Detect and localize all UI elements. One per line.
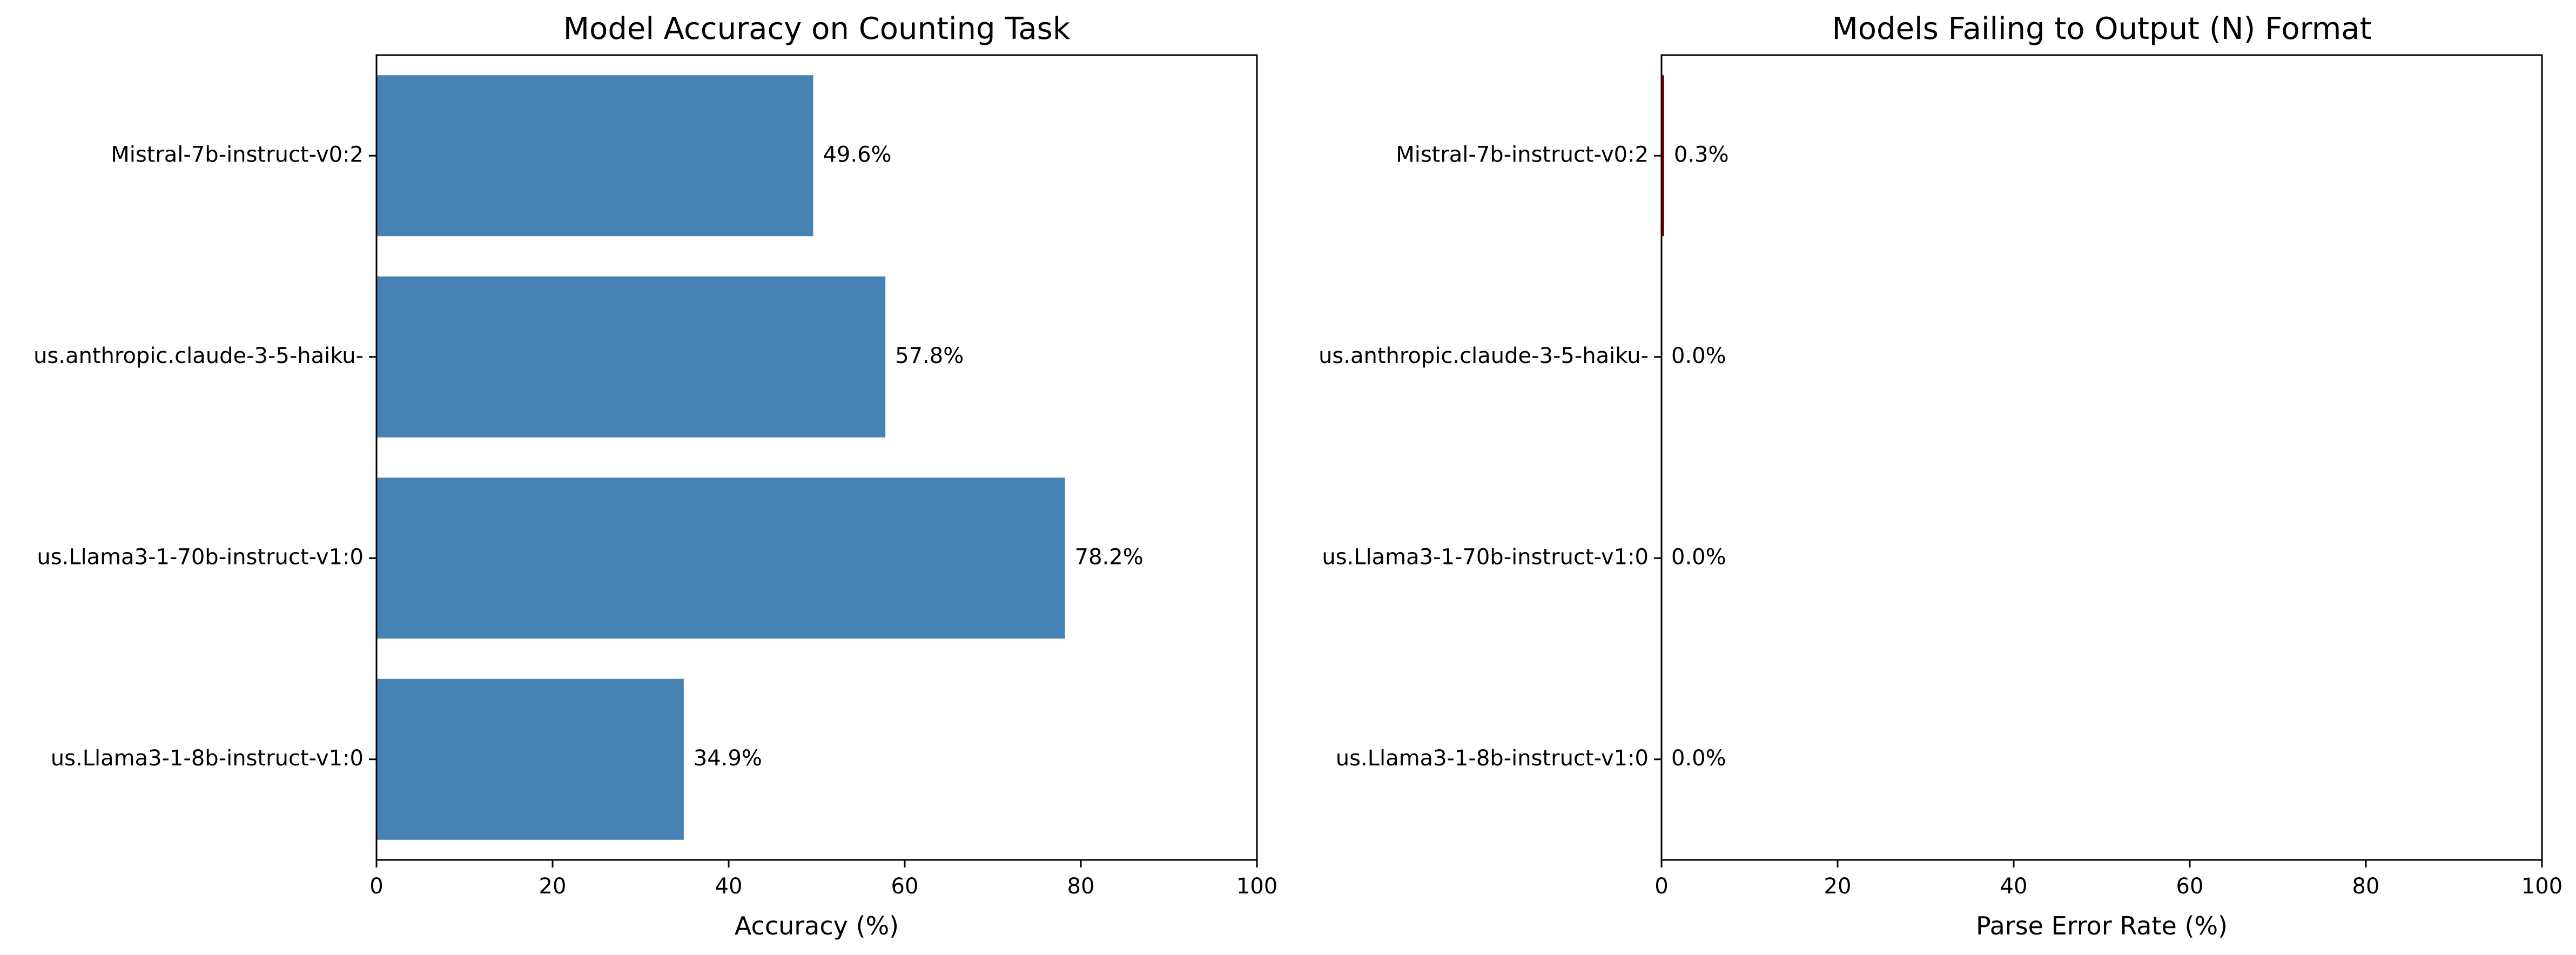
accuracy-chart-x-tick-label-1: 0	[369, 874, 383, 899]
parse-error-chart: Models Failing to Output (N) Format 0.0%…	[1319, 11, 2562, 940]
accuracy-chart-y-tick-label-4: Mistral-7b-instruct-v0:2	[111, 142, 364, 167]
parse-error-chart-bar-4	[1662, 75, 1664, 237]
accuracy-chart-x-tick-label-3: 40	[715, 874, 743, 899]
accuracy-chart-y-tick-label-3: us.anthropic.claude-3-5-haiku-	[33, 344, 364, 368]
accuracy-chart-x-tick-label-2: 20	[539, 874, 567, 899]
accuracy-chart-title: Model Accuracy on Counting Task	[563, 11, 1071, 46]
accuracy-chart-data-label-4: 49.6%	[823, 142, 891, 167]
accuracy-chart-y-tick-label-1: us.Llama3-1-8b-instruct-v1:0	[51, 746, 364, 771]
parse-error-chart-x-tick-label-1: 0	[1654, 874, 1668, 899]
accuracy-chart-bar-3	[376, 276, 886, 438]
accuracy-chart-bar-1	[376, 678, 684, 840]
accuracy-chart-data-label-1: 34.9%	[694, 746, 762, 771]
parse-error-chart-y-tick-label-4: Mistral-7b-instruct-v0:2	[1396, 142, 1649, 167]
parse-error-chart-title: Models Failing to Output (N) Format	[1832, 11, 2371, 46]
parse-error-chart-y-tick-label-3: us.anthropic.claude-3-5-haiku-	[1319, 344, 1649, 368]
parse-error-chart-y-tick-label-1: us.Llama3-1-8b-instruct-v1:0	[1336, 746, 1649, 771]
parse-error-chart-x-axis-label: Parse Error Rate (%)	[1976, 911, 2228, 940]
parse-error-chart-data-label-4: 0.3%	[1674, 142, 1729, 167]
accuracy-chart-x-tick-label-6: 100	[1236, 874, 1277, 899]
accuracy-chart-bars: 34.9% 78.2% 57.8% 49.6%	[376, 75, 1144, 840]
parse-error-chart-bars: 0.0% 0.0% 0.0% 0.3%	[1662, 75, 1729, 771]
accuracy-chart-y-tick-label-2: us.Llama3-1-70b-instruct-v1:0	[37, 544, 364, 569]
parse-error-chart-x-tick-label-5: 80	[2352, 874, 2380, 899]
parse-error-chart-data-label-3: 0.0%	[1671, 344, 1726, 368]
accuracy-chart-bar-4	[376, 75, 813, 237]
parse-error-chart-ticks: us.Llama3-1-8b-instruct-v1:0 us.Llama3-1-…	[1319, 142, 2562, 899]
parse-error-chart-y-tick-label-2: us.Llama3-1-70b-instruct-v1:0	[1322, 544, 1649, 569]
parse-error-chart-data-label-2: 0.0%	[1671, 544, 1726, 569]
accuracy-chart: Model Accuracy on Counting Task 34.9% 78.…	[33, 11, 1277, 940]
accuracy-chart-ticks: us.Llama3-1-8b-instruct-v1:0 us.Llama3-1-…	[33, 142, 1277, 899]
parse-error-chart-x-tick-label-6: 100	[2521, 874, 2562, 899]
accuracy-chart-bar-2	[376, 478, 1065, 639]
parse-error-chart-x-tick-label-2: 20	[1824, 874, 1852, 899]
accuracy-chart-x-tick-label-4: 60	[891, 874, 919, 899]
parse-error-chart-frame	[1660, 54, 2543, 861]
accuracy-chart-frame	[375, 54, 1258, 861]
accuracy-chart-data-label-3: 57.8%	[895, 344, 964, 368]
accuracy-chart-x-tick-label-5: 80	[1067, 874, 1095, 899]
parse-error-chart-x-tick-label-3: 40	[2000, 874, 2028, 899]
accuracy-chart-x-axis-label: Accuracy (%)	[735, 911, 899, 940]
parse-error-chart-x-tick-label-4: 60	[2176, 874, 2204, 899]
parse-error-chart-data-label-1: 0.0%	[1671, 746, 1726, 771]
accuracy-chart-data-label-2: 78.2%	[1075, 544, 1144, 569]
